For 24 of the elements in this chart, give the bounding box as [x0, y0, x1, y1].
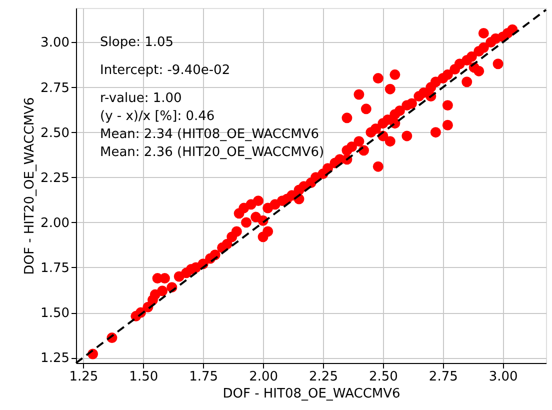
annotation: r-value: 1.00 [100, 91, 182, 106]
y-tick-label: 2.00 [40, 216, 70, 231]
x-tick-label: 1.75 [189, 370, 218, 384]
x-tick-label: 1.50 [129, 370, 158, 384]
annotation: Intercept: -9.40e-02 [100, 63, 230, 78]
y-tick-label: 2.50 [40, 126, 70, 141]
x-tick-label: 1.25 [69, 370, 98, 384]
annotation: Slope: 1.05 [100, 35, 174, 50]
annotation: Mean: 2.34 (HIT08_OE_WACCMV6 [100, 127, 319, 142]
x-tick-label: 2.75 [428, 370, 458, 384]
y-axis-title: DOF - HIT20_OE_WACCMV6 [22, 97, 38, 275]
annotation: Mean: 2.36 (HIT20_OE_WACCMV6) [100, 145, 324, 160]
annotation: (y - x)/x [%]: 0.46 [100, 109, 215, 124]
y-tick-label: 3.00 [40, 36, 70, 51]
y-tick-label: 1.25 [40, 351, 70, 366]
x-tick-label: 2.00 [249, 370, 278, 384]
y-tick-label: 1.75 [40, 260, 70, 276]
y-tick-label: 2.75 [40, 80, 70, 96]
x-tick-label: 3.00 [488, 370, 518, 384]
x-axis-title: DOF - HIT08_OE_WACCMV6 [222, 386, 400, 402]
y-tick-label: 1.50 [40, 306, 70, 322]
x-tick-label: 2.50 [368, 370, 398, 384]
y-tick-label: 2.25 [40, 170, 70, 186]
x-tick-label: 2.25 [309, 370, 338, 384]
